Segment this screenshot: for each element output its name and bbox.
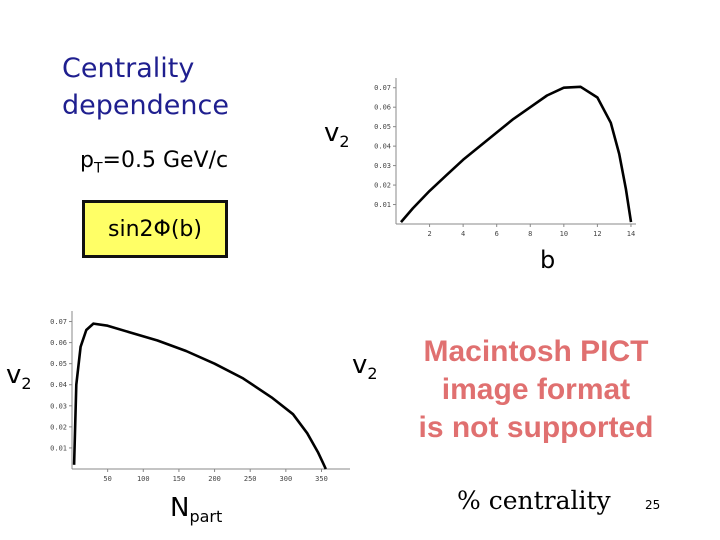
- y-tick-label: 0.03: [374, 162, 391, 170]
- x-tick-label: 8: [528, 230, 532, 238]
- top-chart-y-label: v2: [324, 118, 350, 151]
- v2-subscript: 2: [339, 132, 350, 152]
- x-tick-label: 6: [495, 230, 499, 238]
- x-tick-label: 2: [427, 230, 431, 238]
- x-tick-label: 12: [593, 230, 601, 238]
- v2-symbol: v: [352, 350, 368, 380]
- y-tick-label: 0.07: [374, 84, 391, 92]
- y-tick-label: 0.05: [50, 360, 67, 368]
- sin2phi-box: sin2Φ(b): [82, 200, 228, 258]
- y-tick-label: 0.01: [374, 201, 391, 209]
- y-tick-label: 0.02: [374, 182, 391, 190]
- x-tick-label: 200: [208, 475, 221, 483]
- y-tick-label: 0.06: [374, 104, 391, 112]
- pict-chart-y-label: v2: [352, 350, 378, 383]
- pict-unsupported-notice: Macintosh PICT image format is not suppo…: [386, 333, 686, 447]
- pict-line-3: is not supported: [418, 411, 654, 444]
- y-tick-label: 0.04: [50, 381, 67, 389]
- pict-line-2: image format: [441, 373, 631, 406]
- series-line: [400, 85, 633, 223]
- y-tick-label: 0.05: [374, 123, 391, 131]
- v2-subscript: 2: [367, 364, 378, 384]
- v2-symbol: v: [6, 360, 22, 390]
- x-tick-label: 10: [560, 230, 568, 238]
- bottom-chart-x-label: Npart: [170, 493, 222, 526]
- pt-symbol: p: [80, 148, 94, 173]
- y-tick-label: 0.01: [50, 444, 67, 452]
- bottom-chart-y-label: v2: [6, 360, 32, 393]
- x-tick-label: 300: [280, 475, 293, 483]
- slide-title: Centrality dependence: [62, 50, 229, 124]
- pict-line-1: Macintosh PICT: [423, 335, 649, 368]
- pt-value: =0.5 GeV/c: [102, 148, 229, 173]
- x-tick-label: 150: [173, 475, 186, 483]
- v2-symbol: v: [324, 118, 340, 148]
- v2-vs-npart-chart: 0.01 0.02 0.03 0.04 0.05 0.06 0.07 50 100 150 200 2…: [50, 311, 350, 483]
- pict-chart-x-label: % centrality: [457, 486, 611, 515]
- series-line: [72, 322, 327, 470]
- y-tick-label: 0.02: [50, 423, 67, 431]
- y-tick-label: 0.03: [50, 402, 67, 410]
- y-tick-label: 0.06: [50, 339, 67, 347]
- x-tick-label: 100: [137, 475, 150, 483]
- v2-vs-b-chart: 0.01 0.02 0.03 0.04 0.05 0.06 0.07 2 4 6 8 10 12 14: [374, 78, 636, 238]
- v2-subscript: 2: [21, 374, 32, 394]
- title-line-1: Centrality: [62, 53, 195, 84]
- title-line-2: dependence: [62, 90, 229, 121]
- x-tick-label: 350: [315, 475, 328, 483]
- y-tick-label: 0.07: [50, 318, 67, 326]
- x-tick-label: 50: [103, 475, 111, 483]
- npart-symbol: N: [170, 493, 190, 523]
- page-number: 25: [645, 498, 661, 512]
- sin2phi-label: sin2Φ(b): [108, 216, 202, 242]
- top-chart-x-label: b: [540, 246, 556, 274]
- pt-subscript: T: [93, 160, 103, 177]
- npart-subscript: part: [189, 507, 223, 527]
- y-tick-label: 0.04: [374, 143, 391, 151]
- x-tick-label: 250: [244, 475, 257, 483]
- x-tick-label: 14: [627, 230, 635, 238]
- pt-label: pT=0.5 GeV/c: [80, 148, 228, 176]
- x-tick-label: 4: [461, 230, 465, 238]
